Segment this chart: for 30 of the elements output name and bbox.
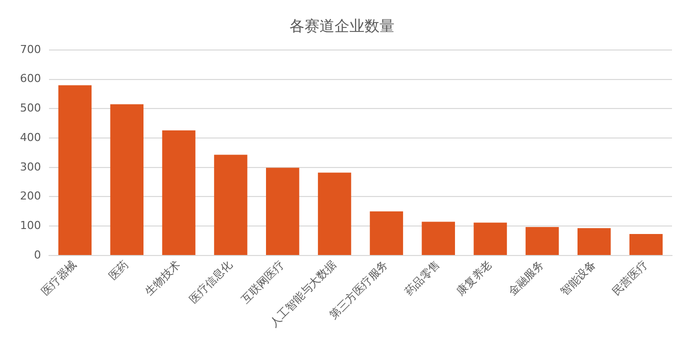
bar: [629, 234, 663, 255]
x-tick-label: 生物技术: [142, 258, 183, 298]
y-tick-label: 700: [20, 42, 41, 56]
y-tick-label: 0: [34, 248, 41, 262]
x-tick-label: 康复养老: [454, 258, 494, 298]
chart-title: 各赛道企业数量: [290, 16, 394, 35]
x-tick-label: 民营医疗: [610, 258, 650, 298]
x-tick-label: 药品零售: [402, 258, 443, 298]
x-tick-label: 医疗信息化: [186, 258, 235, 306]
y-tick-label: 500: [20, 102, 41, 115]
bar: [474, 222, 507, 255]
bar: [58, 85, 92, 255]
x-tick-label: 医药: [106, 258, 132, 283]
bar: [526, 226, 559, 255]
y-tick-label: 600: [20, 72, 41, 86]
y-tick-label: 200: [20, 190, 41, 203]
bar: [162, 130, 196, 255]
x-tick-label: 智能设备: [558, 258, 598, 298]
x-tick-label: 金融服务: [506, 258, 546, 298]
bar: [214, 154, 248, 255]
x-tick-label: 医疗器械: [38, 258, 80, 298]
bar: [370, 211, 404, 255]
y-tick-label: 400: [20, 130, 41, 144]
y-tick-label: 100: [20, 218, 41, 232]
bar: [110, 104, 144, 255]
bar: [578, 228, 611, 255]
bar: [318, 172, 352, 255]
bar: [266, 168, 300, 255]
y-tick-label: 300: [20, 160, 41, 174]
bar: [422, 222, 455, 255]
